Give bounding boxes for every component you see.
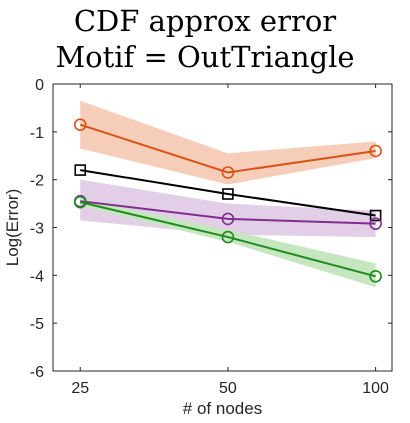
series-0-band [80, 100, 376, 185]
x-axis-label: # of nodes [183, 399, 262, 418]
series-1-point [369, 209, 382, 222]
y-tick-label: -1 [30, 125, 44, 142]
series-3-point [369, 269, 382, 283]
series-1-point [74, 164, 87, 176]
x-tick-label: 50 [219, 380, 237, 397]
series-3-band [80, 198, 376, 288]
series-0-point [73, 118, 87, 131]
y-tick-label: -2 [30, 173, 44, 190]
x-tick-label: 25 [71, 380, 89, 397]
series-3-line [80, 201, 376, 278]
x-tick-label: 100 [362, 380, 389, 397]
series-0-line [79, 123, 376, 174]
series-1-line [80, 169, 376, 217]
series-3-point [73, 195, 87, 209]
y-tick-label: -4 [30, 268, 44, 285]
y-tick-label: 0 [35, 77, 44, 94]
y-tick-label: -5 [30, 316, 44, 333]
y-tick-label: -3 [30, 221, 44, 238]
series-0-point [221, 166, 235, 179]
y-tick-label: -6 [30, 364, 44, 381]
series-2-point [221, 212, 235, 226]
series-0-point [369, 144, 382, 158]
series-1-point [222, 188, 234, 200]
y-axis-label: Log(Error) [3, 189, 22, 266]
chart-title-line-1: CDF approx error [73, 4, 337, 38]
series-3-point [221, 230, 235, 244]
series-2-line [80, 200, 376, 225]
series-2-point [369, 217, 382, 230]
chart-title-line-2: Motif = OutTriangle [55, 40, 355, 74]
